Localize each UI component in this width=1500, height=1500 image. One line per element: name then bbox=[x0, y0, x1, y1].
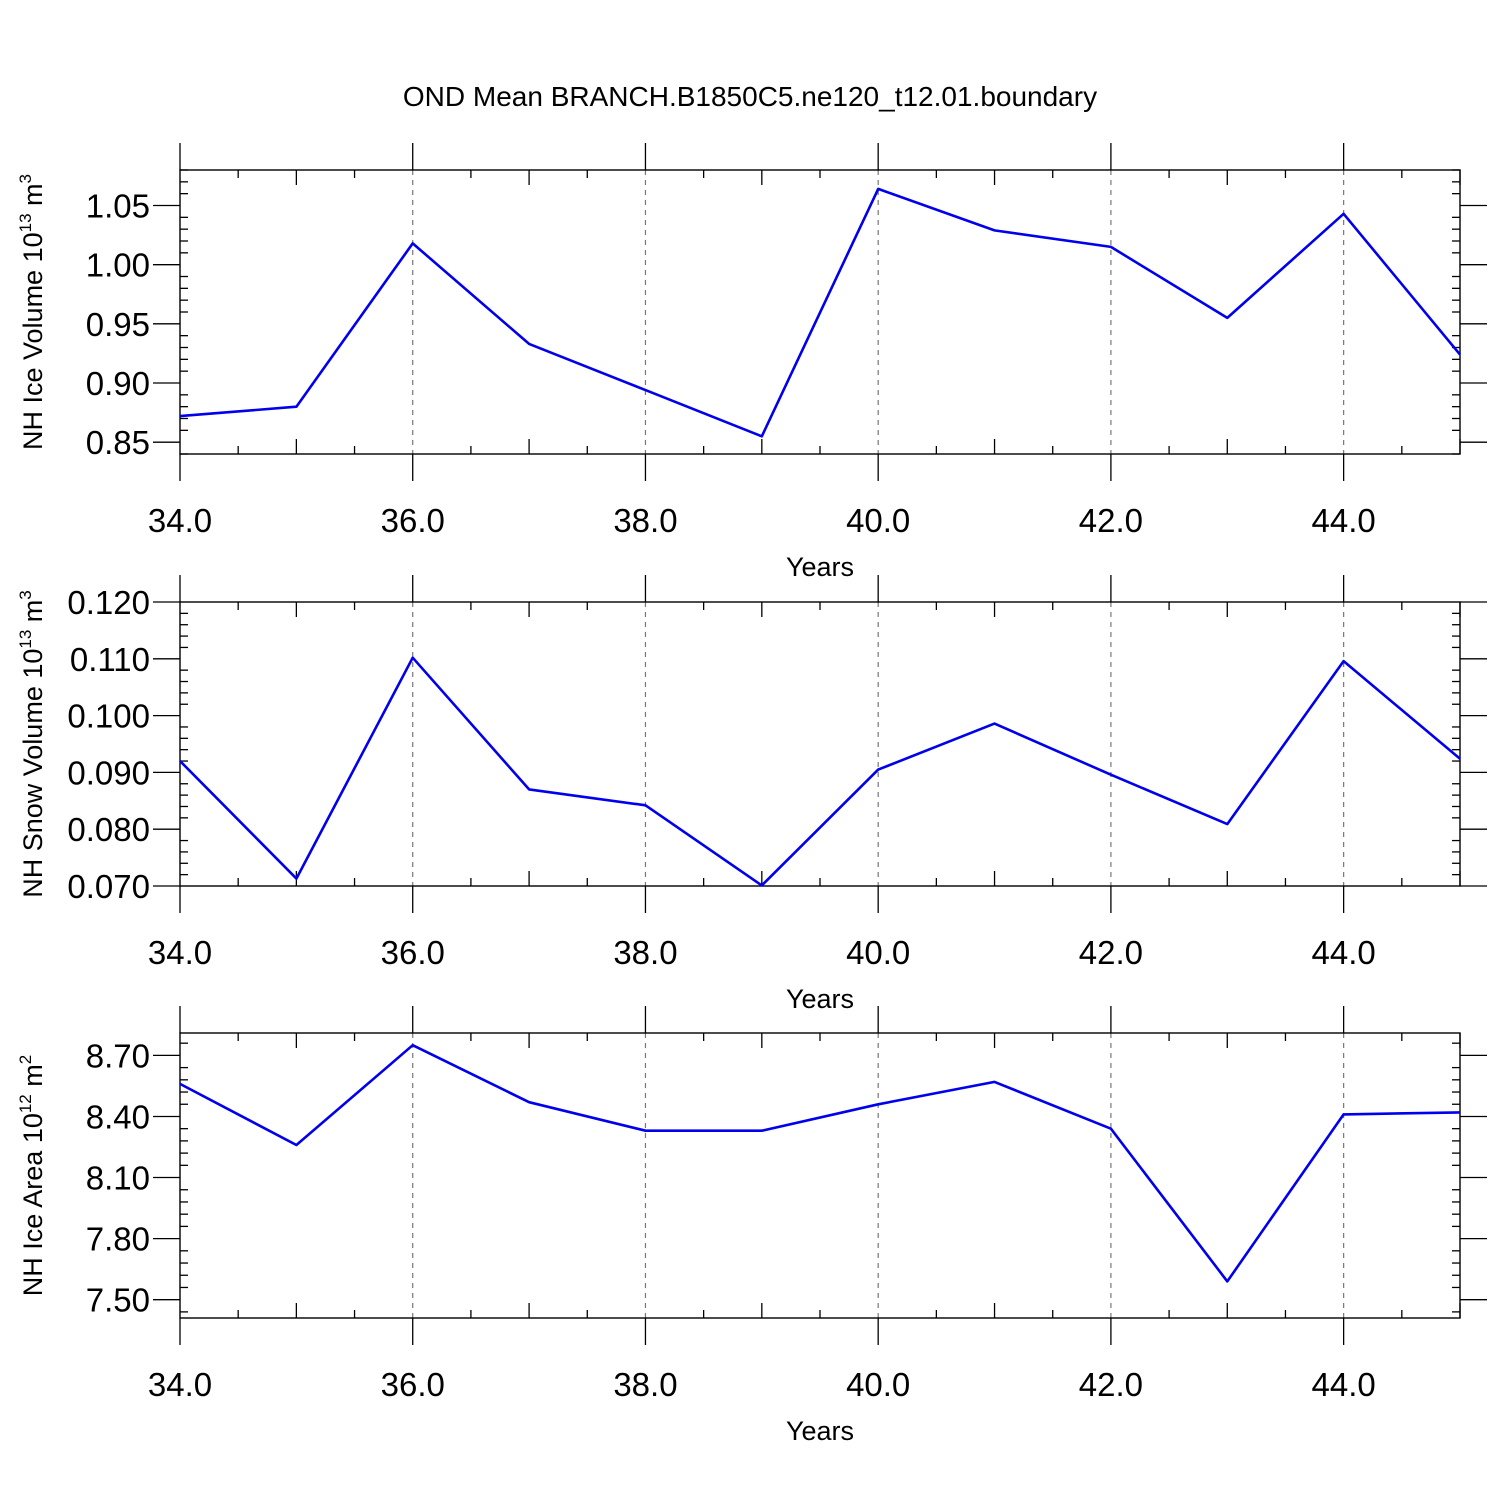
plot-frame bbox=[179, 1032, 1461, 1319]
y-axis-label-exponent: 12 bbox=[16, 1094, 35, 1113]
y-axis-label: NH Snow Volume 1013 m3 bbox=[16, 590, 48, 898]
y-tick-label: 1.05 bbox=[86, 188, 150, 225]
panel-3: 34.0 36.0 38.0 40.0 42.0 44.0 7.50 7.80 8.10 8.40… bbox=[16, 1006, 1487, 1446]
y-tick-label: 8.70 bbox=[86, 1037, 150, 1074]
x-tick-label: 42.0 bbox=[1079, 502, 1143, 539]
x-tick-label: 34.0 bbox=[148, 934, 212, 971]
x-tick-label: 44.0 bbox=[1312, 502, 1376, 539]
x-tick-label: 42.0 bbox=[1079, 934, 1143, 971]
x-tick-label: 38.0 bbox=[613, 1366, 677, 1403]
x-tick-label: 36.0 bbox=[381, 934, 445, 971]
y-axis-label-exponent: 13 bbox=[16, 213, 35, 232]
y-tick-label: 0.100 bbox=[67, 698, 150, 735]
y-axis-label-exponent: 13 bbox=[16, 630, 35, 649]
x-axis-label: Years bbox=[786, 552, 854, 582]
y-axis-label-exponent: 2 bbox=[16, 1055, 35, 1064]
x-tick-label: 34.0 bbox=[148, 1366, 212, 1403]
y-axis-label-text: m bbox=[18, 1064, 48, 1094]
y-tick-label: 1.00 bbox=[86, 247, 150, 284]
y-axis-label-exponent: 3 bbox=[16, 590, 35, 599]
y-axis-label-text: NH Ice Area 10 bbox=[18, 1113, 48, 1296]
series-line bbox=[179, 187, 1462, 438]
panel-2: 34.0 36.0 38.0 40.0 42.0 44.0 0.070 0.080 0.090 0… bbox=[16, 575, 1487, 1014]
x-tick-label: 38.0 bbox=[613, 502, 677, 539]
y-tick-label: 0.070 bbox=[67, 868, 150, 905]
x-axis-label: Years bbox=[786, 1416, 854, 1446]
y-tick-label: 0.90 bbox=[86, 365, 150, 402]
y-axis-label-text: m bbox=[18, 183, 48, 213]
y-tick-label: 0.120 bbox=[67, 584, 150, 621]
x-tick-label: 36.0 bbox=[381, 502, 445, 539]
y-axis-label: NH Ice Volume 1013 m3 bbox=[16, 174, 48, 450]
y-tick-label: 7.80 bbox=[86, 1221, 150, 1258]
y-tick-label: 0.090 bbox=[67, 754, 150, 791]
series-line bbox=[179, 1043, 1461, 1283]
x-tick-label: 40.0 bbox=[846, 1366, 910, 1403]
y-tick-label: 0.110 bbox=[70, 641, 150, 678]
x-tick-label: 44.0 bbox=[1312, 934, 1376, 971]
series-line bbox=[179, 656, 1461, 887]
x-tick-label: 40.0 bbox=[846, 502, 910, 539]
y-axis-label-text: NH Ice Volume 10 bbox=[18, 232, 48, 450]
x-tick-label: 42.0 bbox=[1079, 1366, 1143, 1403]
x-tick-label: 38.0 bbox=[613, 934, 677, 971]
y-tick-label: 8.40 bbox=[86, 1098, 150, 1135]
y-tick-label: 0.080 bbox=[67, 811, 150, 848]
y-axis-label: NH Ice Area 1012 m2 bbox=[16, 1055, 48, 1296]
x-tick-label: 44.0 bbox=[1312, 1366, 1376, 1403]
y-axis-label-text: m bbox=[18, 600, 48, 630]
y-tick-label: 0.95 bbox=[86, 306, 150, 343]
x-tick-label: 40.0 bbox=[846, 934, 910, 971]
y-tick-label: 0.85 bbox=[86, 424, 150, 461]
plot-frame bbox=[179, 601, 1461, 887]
y-axis-label-exponent: 3 bbox=[16, 174, 35, 183]
y-tick-label: 8.10 bbox=[86, 1160, 150, 1197]
x-tick-label: 34.0 bbox=[148, 502, 212, 539]
chart-title: OND Mean BRANCH.B1850C5.ne120_t12.01.bou… bbox=[403, 81, 1097, 112]
panel-1: 34.0 36.0 38.0 40.0 42.0 44.0 0.85 0.90 0.95 1.00… bbox=[16, 143, 1487, 582]
x-tick-label: 36.0 bbox=[381, 1366, 445, 1403]
y-tick-label: 7.50 bbox=[86, 1282, 150, 1319]
y-axis-label-text: NH Snow Volume 10 bbox=[18, 649, 48, 898]
x-axis-label: Years bbox=[786, 984, 854, 1014]
